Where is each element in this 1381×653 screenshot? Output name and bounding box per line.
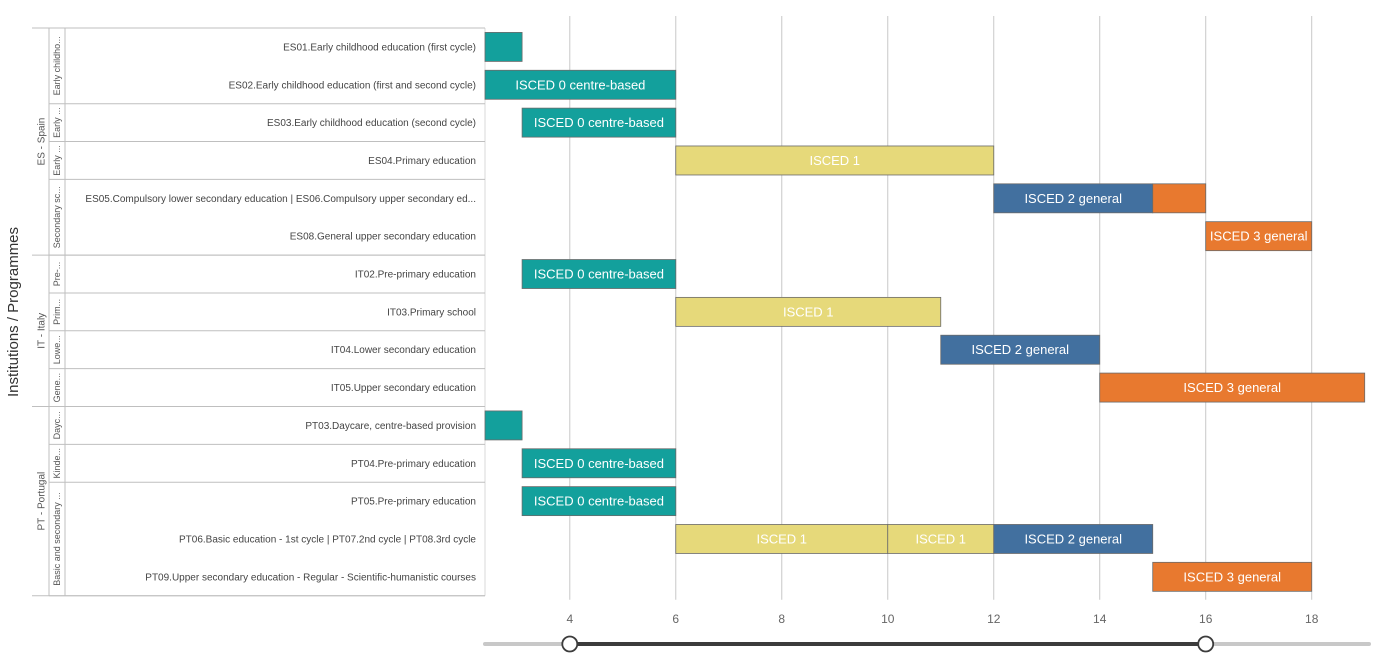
group-label: Secondary sc... [52, 186, 62, 248]
row-label: PT03.Daycare, centre-based provision [305, 421, 476, 432]
bar-isced-3[interactable] [1152, 561, 1313, 592]
bar-label: ISCED 3 general [1183, 569, 1281, 584]
bar-label: ISCED 0 centre-based [534, 456, 664, 471]
row-label: ES01.Early childhood education (first cy… [283, 42, 476, 53]
bar-isced-0[interactable] [521, 107, 677, 138]
x-tick-label: 16 [1199, 612, 1213, 626]
bar-isced-0[interactable] [484, 410, 523, 441]
group-label: Pre-... [52, 262, 62, 287]
row-label: PT09.Upper secondary education - Regular… [145, 572, 476, 583]
row-label: ES03.Early childhood education (second c… [267, 118, 476, 129]
group-label: Dayc... [52, 411, 62, 439]
row-label: ES05.Compulsory lower secondary educatio… [85, 194, 476, 205]
bar-label: ISCED 3 general [1183, 380, 1281, 395]
x-tick-label: 14 [1093, 612, 1107, 626]
bar-isced-0[interactable] [484, 32, 523, 62]
bar-label: ISCED 1 [783, 304, 834, 319]
bar-label: ISCED 0 centre-based [534, 494, 664, 509]
bar-label: ISCED 2 general [1024, 531, 1122, 546]
bar-label: ISCED 0 centre-based [534, 115, 664, 130]
bar-isced-3[interactable] [1152, 183, 1207, 214]
bar-isced-1[interactable] [675, 296, 942, 327]
bar-label: ISCED 1 [809, 153, 860, 168]
x-tick-label: 12 [987, 612, 1001, 626]
x-tick-label: 18 [1305, 612, 1319, 626]
group-label: Prim... [52, 299, 62, 325]
row-label: PT06.Basic education - 1st cycle | PT07.… [179, 534, 476, 545]
group-label: Gene... [52, 373, 62, 403]
bar-isced-1[interactable] [675, 524, 889, 554]
bar-label: ISCED 1 [915, 531, 966, 546]
row-label: IT04.Lower secondary education [331, 345, 476, 356]
slider-handle-high[interactable] [1197, 635, 1215, 653]
x-axis-ticks: 4 6 8 10 12 14 16 18 [566, 612, 1318, 626]
bar-label: ISCED 0 centre-based [515, 77, 645, 92]
y-axis-title: Institutions / Programmes [5, 227, 22, 397]
bar-isced-0[interactable] [484, 69, 677, 100]
grid-lines [32, 16, 1313, 600]
x-tick-label: 6 [672, 612, 679, 626]
x-tick-label: 4 [566, 612, 573, 626]
country-label: ES - Spain [37, 118, 48, 166]
bar-isced-3[interactable] [1205, 221, 1313, 252]
bar-isced-0[interactable] [521, 486, 677, 517]
slider-handle-low[interactable] [561, 635, 579, 653]
group-label: Early childho... [52, 36, 62, 95]
bar-label: ISCED 1 [756, 531, 807, 546]
bar-isced-2[interactable] [993, 524, 1154, 554]
row-label: IT03.Primary school [387, 307, 476, 318]
bar-label: ISCED 2 general [1024, 191, 1122, 206]
country-label: IT - Italy [37, 313, 48, 349]
row-label: PT05.Pre-primary education [351, 497, 476, 508]
range-slider[interactable] [483, 635, 1371, 653]
x-tick-label: 8 [778, 612, 785, 626]
bar-isced-3[interactable] [1099, 372, 1366, 403]
row-label: IT02.Pre-primary education [355, 270, 476, 281]
row-label: ES08.General upper secondary education [290, 232, 476, 243]
bar-label: ISCED 0 centre-based [534, 267, 664, 282]
row-label: ES02.Early childhood education (first an… [229, 80, 476, 91]
row-label: IT05.Upper secondary education [331, 383, 476, 394]
x-tick-label: 10 [881, 612, 895, 626]
bar-isced-0[interactable] [521, 259, 677, 289]
bar-isced-2[interactable] [940, 334, 1101, 365]
group-label: Lowe... [52, 335, 62, 364]
group-label: Basic and secondary ... [52, 492, 62, 586]
bar-isced-0[interactable] [521, 448, 677, 479]
bar-isced-2[interactable] [993, 183, 1154, 214]
bar-isced-1[interactable] [675, 145, 995, 176]
group-label: Kinde... [52, 448, 62, 479]
group-label: Early ... [52, 145, 62, 176]
row-labels: ES01.Early childhood education (first cy… [37, 36, 477, 585]
bar-label: ISCED 3 general [1210, 229, 1308, 244]
row-label: ES04.Primary education [368, 156, 476, 167]
row-label: PT04.Pre-primary education [351, 459, 476, 470]
bars: ISCED 0 centre-based ISCED 0 centre-based… [484, 32, 1366, 592]
bar-label: ISCED 2 general [971, 342, 1069, 357]
country-label: PT - Portugal [37, 472, 48, 531]
group-label: Early ... [52, 107, 62, 138]
